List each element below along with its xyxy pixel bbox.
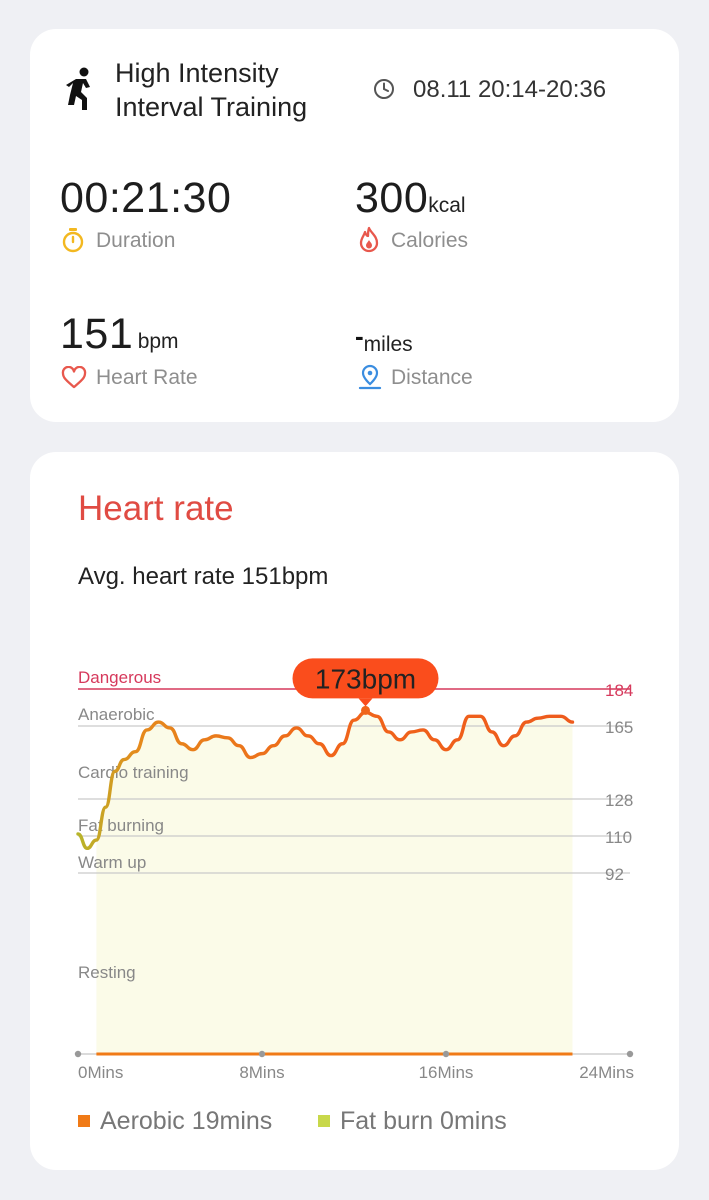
zone-label-warm-up: Warm up [78, 853, 146, 872]
legend-fat-burn: Fat burn 0mins [318, 1101, 507, 1141]
legend-fat-burn-label: Fat burn 0mins [340, 1106, 507, 1135]
legend-aerobic-label: Aerobic 19mins [100, 1106, 273, 1135]
y-tick-label: 165 [605, 718, 633, 737]
calories-unit: kcal [428, 194, 466, 217]
y-tick-label: 110 [605, 828, 632, 847]
heart-rate-line [76, 710, 575, 851]
stopwatch-icon [61, 227, 85, 258]
duration-label: Duration [96, 229, 176, 252]
max-callout-text: 173bpm [315, 663, 416, 694]
calories-stat: 300kcal [355, 174, 466, 223]
x-tick-dot [258, 1050, 266, 1058]
zone-label-dangerous: Dangerous [78, 668, 161, 687]
avg-heart-rate-text: Avg. heart rate 151bpm [78, 563, 329, 590]
clock-icon [373, 78, 395, 105]
zone-label-resting: Resting [78, 963, 136, 982]
y-tick-label: 92 [605, 865, 624, 884]
calories-label: Calories [391, 229, 469, 252]
duration-value: 00:21:30 [60, 174, 232, 222]
callout-pointer [358, 698, 373, 707]
distance-value: - [355, 321, 364, 351]
legend-aerobic-swatch [78, 1115, 90, 1127]
workout-title-line2: Interval Training [115, 92, 308, 122]
heart-rate-value: 151 [60, 310, 134, 358]
heart-rate-title: Heart rate [78, 489, 234, 528]
y-tick-label: 128 [605, 791, 633, 810]
heart-icon [61, 365, 87, 395]
running-person-icon [64, 67, 94, 116]
y-tick-label: 184 [605, 681, 633, 700]
x-tick-dot [442, 1050, 450, 1058]
location-pin-icon [357, 364, 383, 397]
workout-summary-card: High Intensity Interval Training 08.11 2… [30, 29, 679, 422]
x-tick-label: 0Mins [78, 1063, 123, 1082]
legend-fat-burn-swatch [318, 1115, 330, 1127]
x-tick-dot [74, 1050, 82, 1058]
zone-label-fat-burning: Fat burning [78, 816, 164, 835]
calories-value: 300 [355, 174, 429, 222]
workout-time-range: 08.11 20:14-20:36 [413, 76, 607, 103]
x-tick-label: 24Mins [579, 1063, 634, 1082]
max-callout-bubble [292, 658, 439, 699]
flame-icon [357, 226, 381, 259]
x-tick-label: 16Mins [419, 1063, 474, 1082]
distance-unit: miles [363, 333, 413, 356]
heart-rate-chart: 184 165 128 110 92 Dangerous Anaerobic Cardio t… [74, 658, 634, 1082]
x-tick-label: 8Mins [239, 1063, 284, 1082]
zone-label-cardio-training: Cardio training [78, 763, 189, 782]
heart-rate-area [96, 712, 573, 1054]
legend-aerobic: Aerobic 19mins [78, 1101, 272, 1141]
heart-rate-card: Heart rate Avg. heart rate 151bpm 184 165… [30, 452, 679, 1170]
distance-label: Distance [391, 366, 473, 389]
heart-rate-unit: bpm [137, 330, 179, 353]
workout-title-line1: High Intensity [115, 58, 279, 88]
x-tick-dot [626, 1050, 634, 1058]
zone-label-anaerobic: Anaerobic [78, 705, 155, 724]
max-point-marker [361, 705, 370, 715]
heart-rate-label: Heart Rate [96, 366, 198, 389]
heart-rate-stat: 151 bpm [60, 310, 179, 359]
distance-stat: -miles [355, 321, 413, 358]
